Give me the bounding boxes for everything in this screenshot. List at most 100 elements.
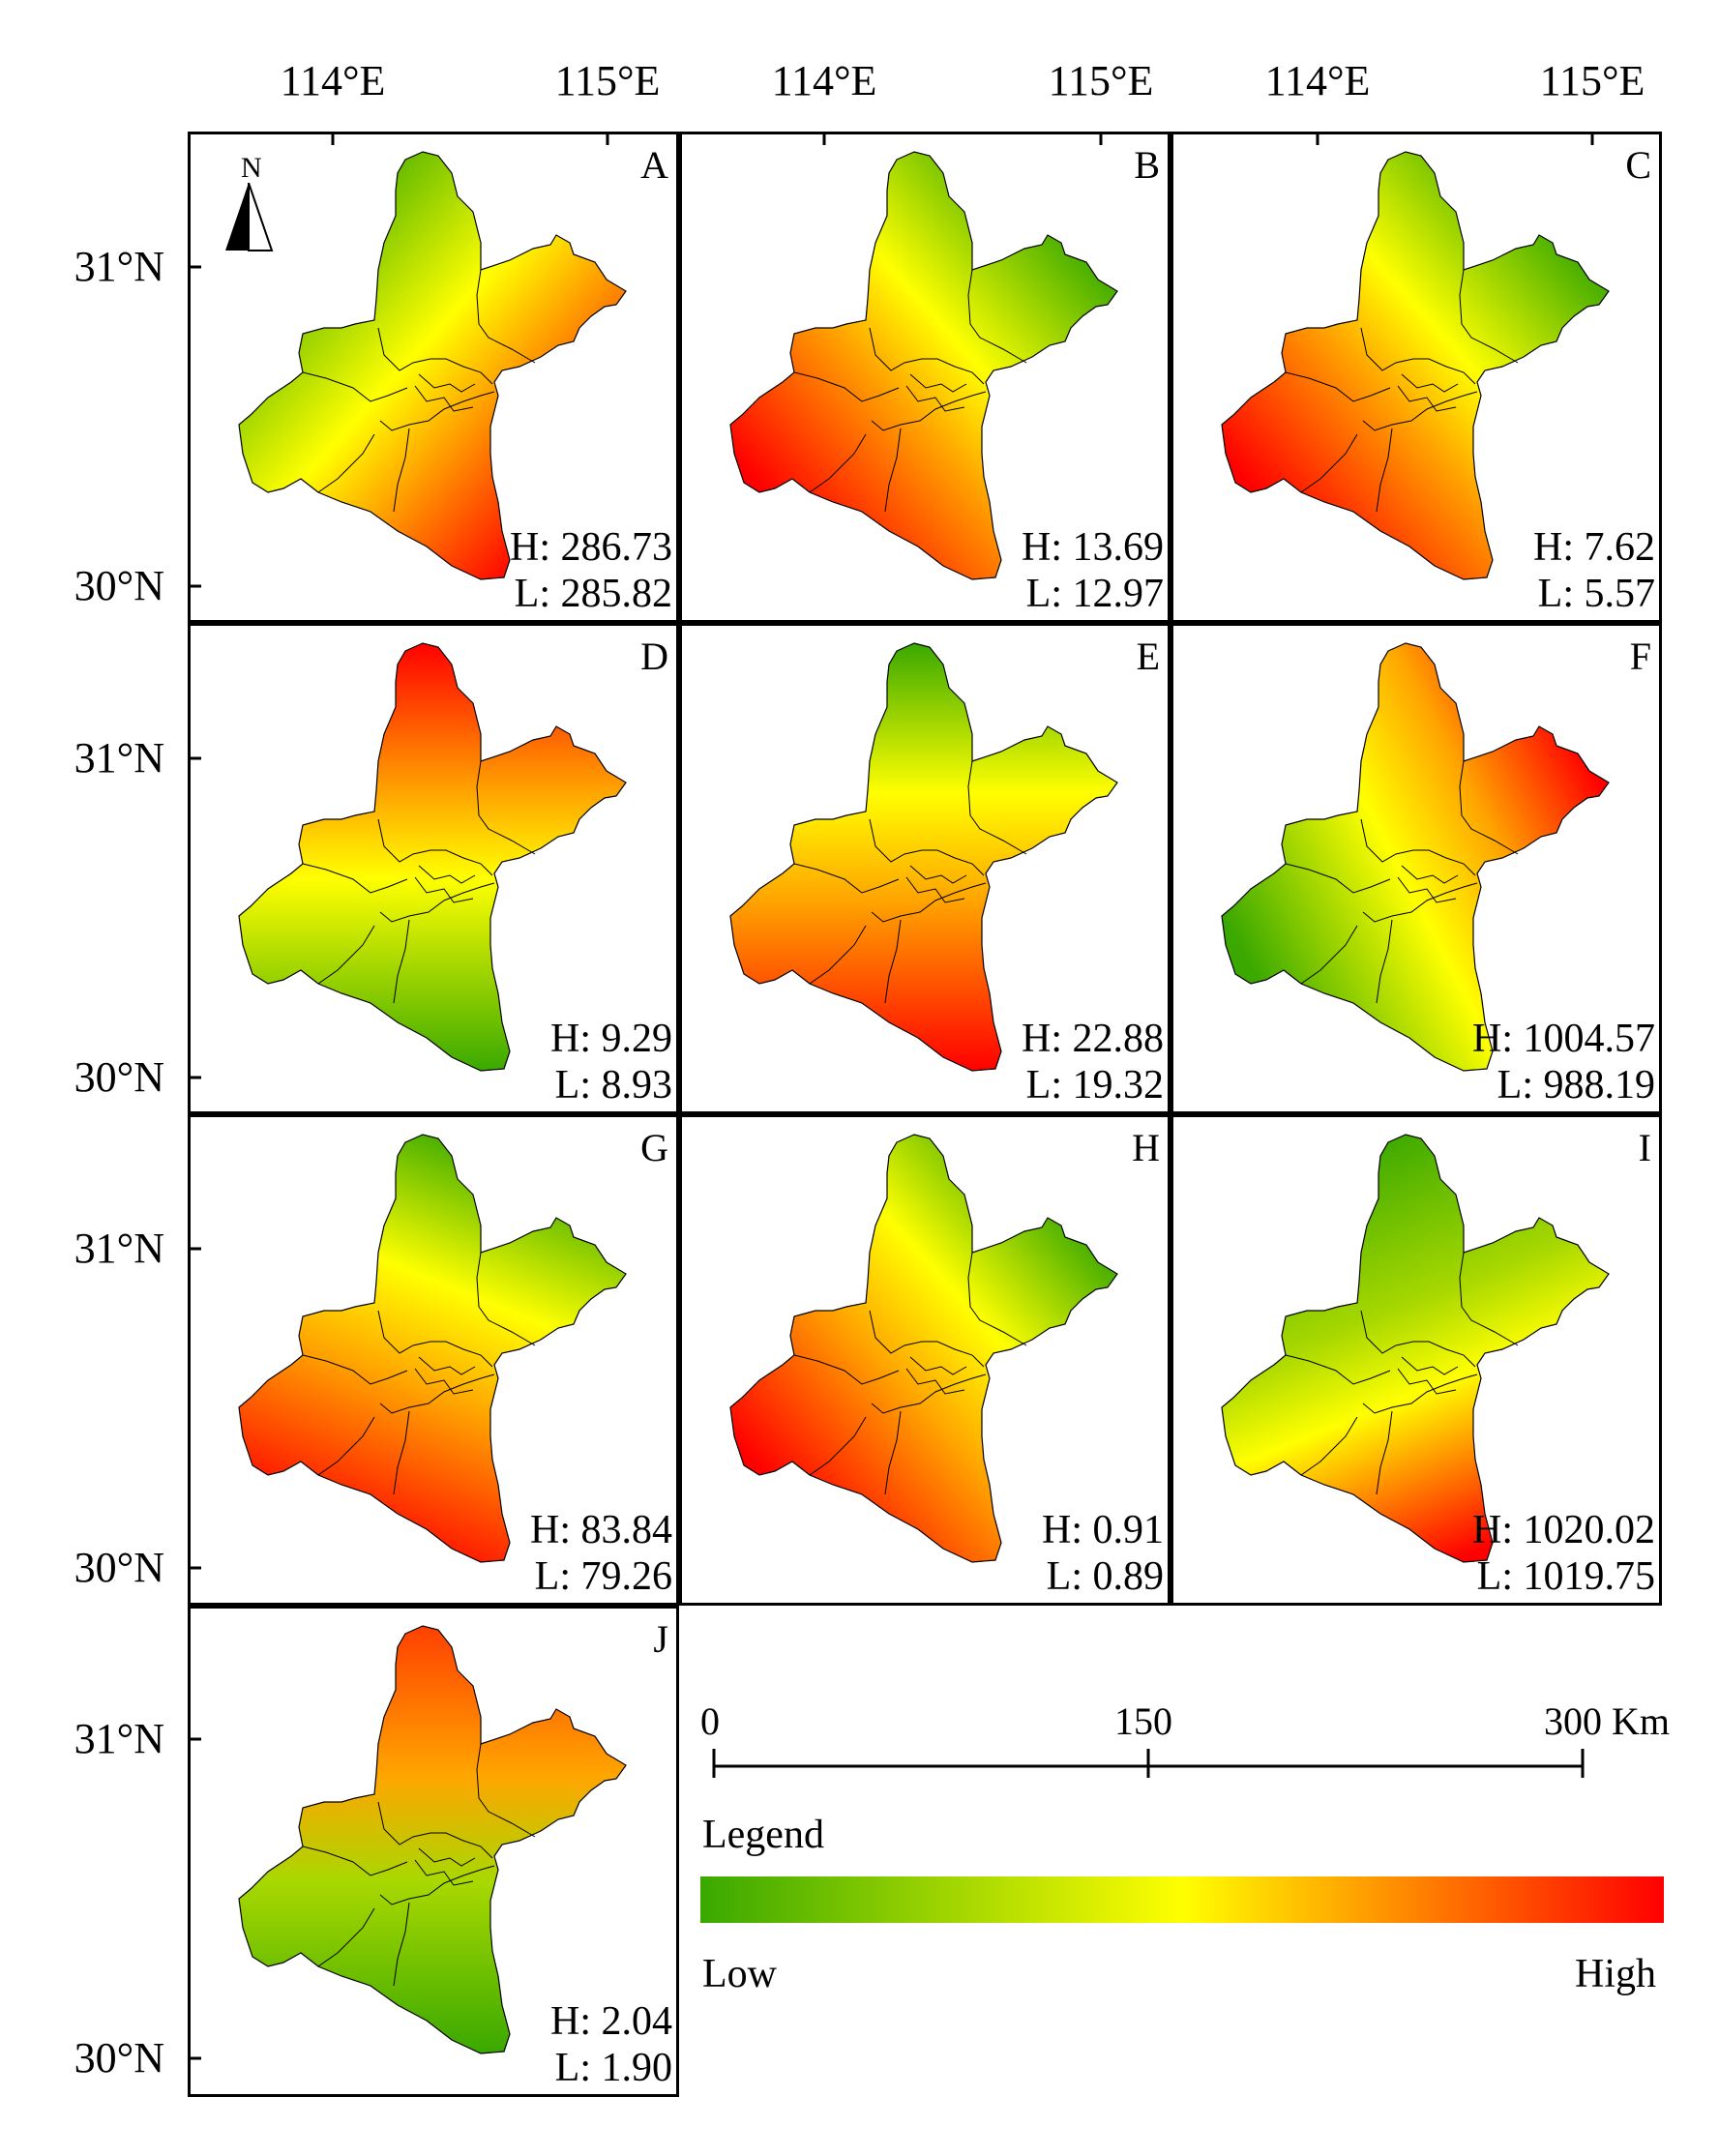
district-boundary [317,433,375,493]
low-value-label: L: 19.32 [1025,1063,1164,1108]
district-boundary [1360,1310,1476,1368]
district-boundary [793,863,900,894]
district-boundary [476,1252,536,1346]
city-outline [238,151,627,580]
panel-label: F [1629,635,1651,678]
map-panel-c: C H: 7.62 L: 5.57 [1171,132,1662,623]
lat-label: 30°N [74,562,164,609]
district-boundary [418,1356,476,1375]
district-boundary [476,760,536,855]
district-boundary [377,1801,493,1859]
district-boundary [1300,925,1358,985]
map-panel-h: H H: 0.91 L: 0.89 [679,1114,1171,1606]
map-region-graphic [238,642,627,1072]
district-boundary [414,1368,474,1395]
district-boundary [414,876,474,903]
low-value-label: L: 8.93 [554,1063,672,1108]
district-boundary [1376,428,1393,513]
district-boundary [418,1847,476,1867]
map-region-graphic [238,1625,627,2054]
panel-label: J [653,1617,668,1661]
city-outline [1221,1134,1610,1563]
district-boundary [418,373,476,393]
district-boundary [1300,433,1358,493]
map-panel-e: E H: 22.88 L: 19.32 [679,623,1171,1114]
district-boundary [379,882,495,923]
lat-label: 30°N [74,2034,164,2082]
district-boundary [1362,391,1478,431]
high-value-label: H: 7.62 [1533,525,1655,570]
district-boundary [1401,1356,1459,1375]
low-value-label: L: 5.57 [1537,572,1655,616]
high-value-label: H: 22.88 [1022,1017,1164,1061]
low-value-label: L: 285.82 [514,572,672,616]
low-value-label: L: 1.90 [554,2046,672,2090]
scale-label-0: 0 [700,1699,720,1743]
map-panel-a: A H: 286.73 L: 285.82 N [188,132,679,623]
lat-label: 30°N [74,1544,164,1591]
district-boundary [871,1373,987,1414]
district-boundary [379,1373,495,1414]
map-panel-i: I H: 1020.02 L: 1019.75 [1171,1114,1662,1606]
district-boundary [869,327,985,385]
district-boundary [967,1252,1027,1346]
lat-label: 30°N [74,1053,164,1101]
high-value-label: H: 13.69 [1022,525,1164,570]
district-boundary [809,433,867,493]
district-boundary [869,818,985,876]
district-boundary [393,428,410,513]
north-arrow-icon [225,183,274,251]
district-boundary [871,391,987,431]
district-boundary [1360,818,1476,876]
district-boundary [793,1354,900,1385]
district-boundary [393,1902,410,1987]
high-value-label: H: 9.29 [550,1017,672,1061]
district-boundary [1397,876,1457,903]
map-region-graphic [729,642,1118,1072]
district-boundary [414,385,474,412]
district-boundary [379,391,495,431]
district-boundary [1285,863,1391,894]
lat-label: 31°N [74,1225,164,1272]
panel-label: B [1134,143,1160,187]
district-boundary [379,1865,495,1905]
high-value-label: H: 1004.57 [1472,1017,1655,1061]
city-outline [1221,151,1610,580]
panel-label: A [640,143,668,187]
legend-high-label: High [1575,1952,1656,1996]
map-panel-d: D H: 9.29 L: 8.93 [188,623,679,1114]
district-boundary [871,882,987,923]
map-panel-j: J H: 2.04 L: 1.90 [188,1606,679,2097]
district-boundary [1300,1416,1358,1476]
map-region-graphic [1221,642,1610,1072]
low-value-label: L: 12.97 [1025,572,1164,616]
district-boundary [1362,882,1478,923]
district-boundary [905,876,965,903]
district-boundary [476,1743,536,1838]
district-boundary [302,1354,408,1385]
map-region-graphic [729,151,1118,580]
district-boundary [1397,385,1457,412]
city-outline [238,1625,627,2054]
map-panel-b: B H: 13.69 L: 12.97 [679,132,1171,623]
district-boundary [809,925,867,985]
lon-label: 115°E [1048,57,1154,104]
district-boundary [393,1410,410,1495]
city-outline [729,1134,1118,1563]
district-boundary [317,1416,375,1476]
lon-label: 115°E [1539,57,1645,104]
lon-label: 114°E [280,57,386,104]
city-outline [238,1134,627,1563]
district-boundary [905,1368,965,1395]
district-boundary [1285,1354,1391,1385]
lon-label: 114°E [771,57,877,104]
district-boundary [1360,327,1476,385]
district-boundary [377,327,493,385]
lat-label: 31°N [74,243,164,290]
map-region-graphic [238,151,627,580]
district-boundary [909,1356,967,1375]
lon-label: 115°E [554,57,661,104]
scale-label-300: 300 Km [1544,1699,1670,1743]
district-boundary [905,385,965,412]
district-boundary [869,1310,985,1368]
